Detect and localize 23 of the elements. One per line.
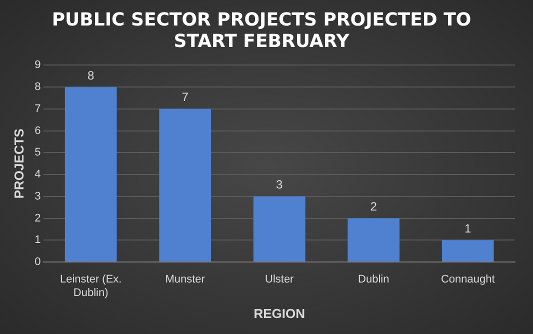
y-tick-label: 9 xyxy=(34,59,41,72)
y-tick-label: 8 xyxy=(34,81,41,94)
data-label: 2 xyxy=(370,200,378,214)
y-tick-label: 6 xyxy=(34,124,41,137)
x-tick-label: Munster xyxy=(165,274,206,286)
x-tick-label: Dublin xyxy=(358,274,390,286)
x-tick-label: Leinster (Ex. Dublin) xyxy=(60,274,122,299)
data-label: 7 xyxy=(182,90,189,104)
y-tick-label: 0 xyxy=(34,256,41,268)
y-tick-label: 4 xyxy=(34,168,41,181)
x-tick-label: Connaught xyxy=(440,274,495,286)
data-label: 8 xyxy=(88,68,94,82)
y-axis-title: PROJECTS xyxy=(11,128,26,199)
data-label: 3 xyxy=(276,178,284,192)
y-tick-label: 7 xyxy=(34,102,41,115)
chart-title: PUBLIC SECTOR PROJECTS PROJECTED TO START FEBRUARY xyxy=(52,9,472,52)
y-tick-label: 3 xyxy=(34,190,41,202)
x-tick-label: Ulster xyxy=(264,274,294,286)
data-label: 1 xyxy=(464,221,472,236)
y-tick-label: 2 xyxy=(34,212,41,224)
y-tick-label: 5 xyxy=(34,146,41,159)
x-axis-title: REGION xyxy=(254,306,306,321)
y-tick-label: 1 xyxy=(34,234,41,246)
